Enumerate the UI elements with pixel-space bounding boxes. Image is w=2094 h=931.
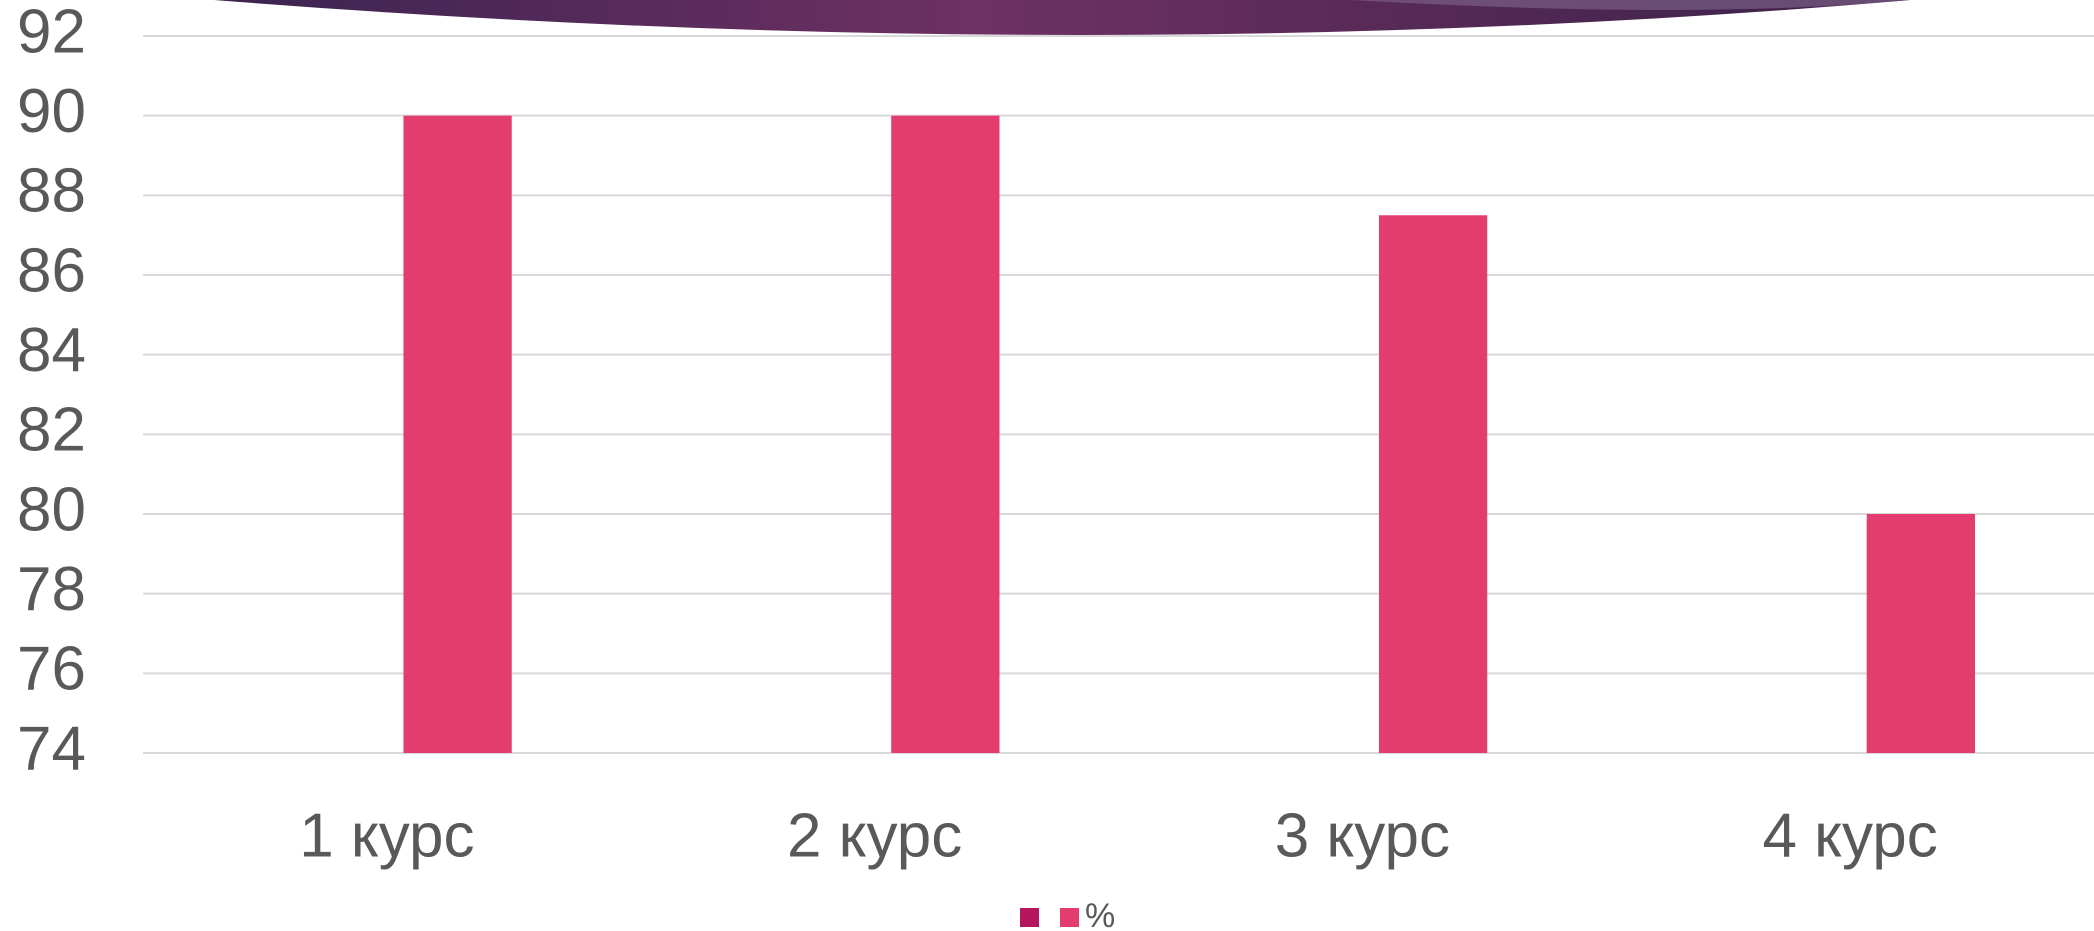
y-tick-label: 86 (17, 236, 86, 305)
decorative-swoosh-highlight (1350, 0, 1910, 10)
legend-swatch (1020, 908, 1039, 927)
x-tick-label: 4 курс (1762, 801, 1937, 870)
x-tick-label: 3 курс (1275, 801, 1450, 870)
bar (891, 115, 1000, 753)
y-tick-label: 90 (17, 77, 86, 146)
bar (403, 115, 512, 753)
legend-label: % (1085, 897, 1115, 931)
y-tick-label: 74 (17, 714, 86, 783)
decorative-swoosh (214, 0, 1910, 35)
bar (1378, 215, 1488, 753)
y-tick-label: 82 (17, 396, 86, 465)
y-tick-label: 80 (17, 475, 86, 544)
y-tick-label: 92 (17, 0, 86, 66)
y-tick-label: 78 (17, 555, 86, 624)
y-tick-label: 84 (17, 316, 86, 385)
bar (1866, 514, 1975, 753)
legend-swatch (1060, 908, 1079, 927)
x-tick-label: 1 курс (299, 801, 474, 870)
y-tick-label: 88 (17, 157, 86, 226)
x-tick-label: 2 курс (787, 801, 962, 870)
y-tick-label: 76 (17, 635, 86, 704)
